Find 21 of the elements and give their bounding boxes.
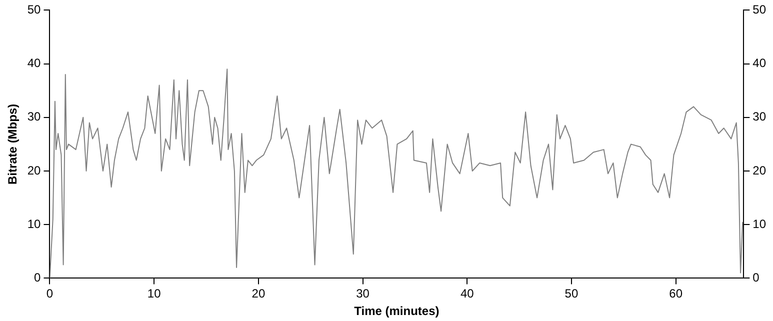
x-tick-label: 10 [147,286,162,301]
y-tick-label: 30 [27,110,42,124]
x-tick-label: 60 [669,286,683,301]
x-tick-label: 30 [356,286,370,301]
y2-tick-label: 40 [752,56,766,70]
y-tick-label: 40 [27,56,42,70]
y-tick-label: 10 [27,216,42,231]
y2-tick-label: 50 [752,2,766,17]
y-tick-label: 0 [34,270,42,285]
y2-tick-label: 0 [752,270,760,285]
y2-tick-label: 20 [752,163,766,178]
x-axis-title: Time (minutes) [354,304,440,318]
x-tick-label: 20 [252,286,266,301]
x-tick-label: 50 [564,286,578,301]
x-tick-label: 40 [460,286,474,301]
y2-tick-label: 10 [752,216,766,231]
x-tick-label: 0 [46,286,54,301]
y-axis-title: Bitrate (Mbps) [6,104,20,185]
y-tick-label: 20 [27,163,42,178]
y2-tick-label: 30 [752,110,766,124]
y-tick-label: 50 [27,2,42,17]
